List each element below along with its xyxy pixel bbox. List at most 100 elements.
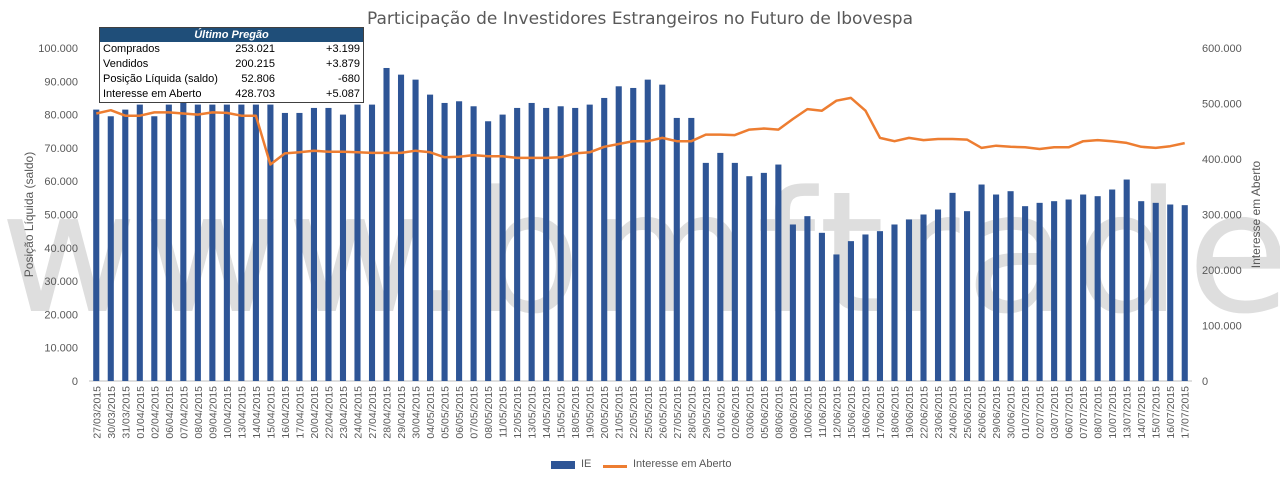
y-tick-label: 0 [72, 376, 78, 388]
bar [1080, 194, 1087, 381]
x-tick-label: 29/05/2015 [701, 386, 713, 439]
x-tick-label: 27/05/2015 [672, 386, 684, 439]
x-tick-label: 22/05/2015 [628, 386, 640, 439]
bar [1051, 201, 1058, 381]
bar [151, 116, 158, 381]
legend-swatch-bar [551, 461, 575, 469]
x-tick-label: 03/06/2015 [744, 386, 756, 439]
bar [586, 104, 593, 382]
stats-change: -680 [337, 73, 360, 85]
x-tick-label: 09/04/2015 [207, 386, 219, 439]
x-tick-label: 18/05/2015 [570, 386, 582, 439]
y2-tick-label: 500.000 [1202, 99, 1242, 111]
bar [833, 254, 840, 381]
bar [891, 224, 898, 381]
bar [804, 216, 811, 381]
bar [412, 79, 419, 381]
x-tick-label: 02/07/2015 [1035, 386, 1047, 439]
x-tick-label: 11/05/2015 [498, 386, 510, 438]
x-tick-label: 07/04/2015 [178, 386, 190, 439]
bar [920, 214, 927, 381]
x-tick-label: 02/06/2015 [730, 386, 742, 439]
x-tick-label: 03/07/2015 [1049, 386, 1061, 439]
x-tick-label: 27/04/2015 [367, 386, 379, 439]
x-tick-label: 26/06/2015 [977, 386, 989, 439]
stats-change: +3.879 [326, 58, 360, 70]
x-tick-label: 18/06/2015 [889, 386, 901, 439]
x-tick-label: 13/05/2015 [527, 386, 539, 439]
stats-row-vendidos: Vendidos 200.215 +3.879 [100, 57, 363, 72]
x-tick-label: 17/04/2015 [294, 386, 306, 439]
x-tick-label: 15/06/2015 [846, 386, 858, 439]
y2-tick-label: 200.000 [1202, 265, 1242, 277]
x-tick-label: 24/06/2015 [948, 386, 960, 439]
y2-tick-label: 0 [1202, 376, 1208, 388]
x-tick-label: 06/04/2015 [164, 386, 176, 439]
x-tick-label: 08/04/2015 [193, 386, 205, 439]
stats-label: Comprados [103, 43, 160, 55]
y-tick-label: 50.000 [44, 210, 78, 222]
x-tick-label: 06/07/2015 [1064, 386, 1076, 439]
bar [165, 104, 172, 382]
bar [630, 87, 637, 382]
bar [673, 117, 680, 382]
bar [1181, 205, 1188, 381]
x-tick-label: 29/04/2015 [396, 386, 408, 439]
x-tick-label: 15/05/2015 [556, 386, 568, 439]
bar [267, 104, 274, 382]
bar [470, 106, 477, 382]
x-tick-label: 09/06/2015 [788, 386, 800, 439]
x-tick-label: 12/05/2015 [512, 386, 524, 439]
bar [339, 114, 347, 381]
x-tick-label: 30/03/2015 [106, 386, 118, 439]
stats-change: +3.199 [326, 43, 360, 55]
stats-label: Interesse em Aberto [103, 88, 202, 100]
bar [194, 104, 201, 382]
bar [180, 102, 187, 381]
x-tick-label: 15/07/2015 [1151, 386, 1163, 439]
stats-label: Vendidos [103, 58, 149, 70]
bar [934, 209, 942, 381]
bar [223, 104, 230, 382]
x-tick-label: 31/03/2015 [120, 386, 132, 439]
x-tick-label: 17/07/2015 [1180, 386, 1192, 439]
x-tick-label: 25/06/2015 [962, 386, 974, 439]
y-tick-label: 40.000 [44, 243, 78, 255]
bar [1094, 196, 1101, 381]
x-tick-label: 06/05/2015 [454, 386, 466, 439]
bar [543, 107, 550, 381]
x-tick-label: 25/05/2015 [643, 386, 655, 439]
bar [746, 176, 753, 381]
bar [876, 231, 884, 381]
x-tick-label: 19/05/2015 [585, 386, 597, 439]
x-tick-label: 08/07/2015 [1093, 386, 1105, 439]
y-tick-label: 80.000 [44, 110, 78, 122]
y2-tick-label: 300.000 [1202, 210, 1242, 222]
x-tick-label: 26/05/2015 [657, 386, 669, 439]
y-tick-label: 100.000 [38, 43, 78, 55]
bar [1123, 179, 1130, 381]
x-tick-label: 12/06/2015 [831, 386, 843, 439]
x-tick-label: 23/06/2015 [933, 386, 945, 439]
bar [1022, 206, 1029, 381]
bar [368, 104, 376, 382]
bar [383, 67, 390, 381]
bar [775, 164, 782, 381]
x-tick-label: 21/05/2015 [614, 386, 626, 439]
x-tick-label: 30/06/2015 [1006, 386, 1018, 439]
legend-swatch-line [603, 465, 627, 468]
stats-row-posicao-liquida: Posição Líquida (saldo) 52.806 -680 [100, 72, 363, 87]
x-tick-label: 29/06/2015 [991, 386, 1003, 439]
legend-label: Interesse em Aberto [633, 458, 732, 470]
x-tick-label: 24/04/2015 [352, 386, 364, 439]
bar [978, 184, 985, 381]
x-tick-label: 15/04/2015 [265, 386, 277, 439]
y2-tick-label: 100.000 [1202, 321, 1242, 333]
x-tick-label: 28/04/2015 [382, 386, 394, 439]
x-tick-label: 08/06/2015 [773, 386, 785, 439]
x-tick-label: 04/05/2015 [425, 386, 437, 439]
x-tick-label: 22/06/2015 [919, 386, 931, 439]
x-tick-label: 14/07/2015 [1136, 386, 1148, 439]
stats-row-comprados: Comprados 253.021 +3.199 [100, 42, 363, 57]
x-tick-label: 20/04/2015 [309, 386, 321, 439]
